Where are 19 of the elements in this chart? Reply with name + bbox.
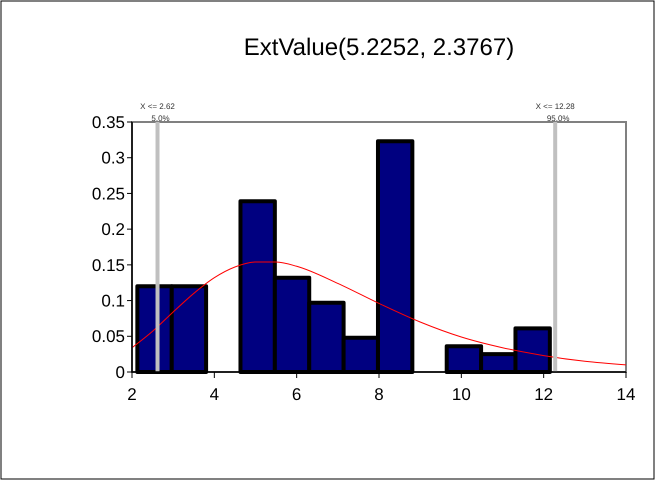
y-tick-label: 0.15 [92,256,125,275]
x-tick-label: 2 [127,385,137,404]
y-tick-label: 0.25 [92,184,125,204]
y-tick-label: 0.35 [92,112,125,132]
ref-line-label: X <= 2.62 5.0% [140,102,176,123]
chart-title: ExtValue(5.2252, 2.3767) [244,34,514,61]
line-series [132,262,626,366]
y-tick-label: 0.2 [101,220,125,240]
x-tick-label: 8 [374,385,384,404]
x-tick-label: 10 [452,385,471,404]
x-tick-label: 14 [616,385,636,404]
x-tick-label: 4 [210,385,220,404]
y-tick-label: 0.1 [101,292,125,311]
y-tick-label: 0 [116,362,125,382]
x-tick-label: 6 [292,385,302,404]
x-tick-label: 12 [534,385,554,404]
y-tick-label: 0.3 [101,148,125,168]
ref-line-label: X <= 12.28 95.0% [536,102,576,123]
y-tick-label: 0.05 [92,327,125,346]
